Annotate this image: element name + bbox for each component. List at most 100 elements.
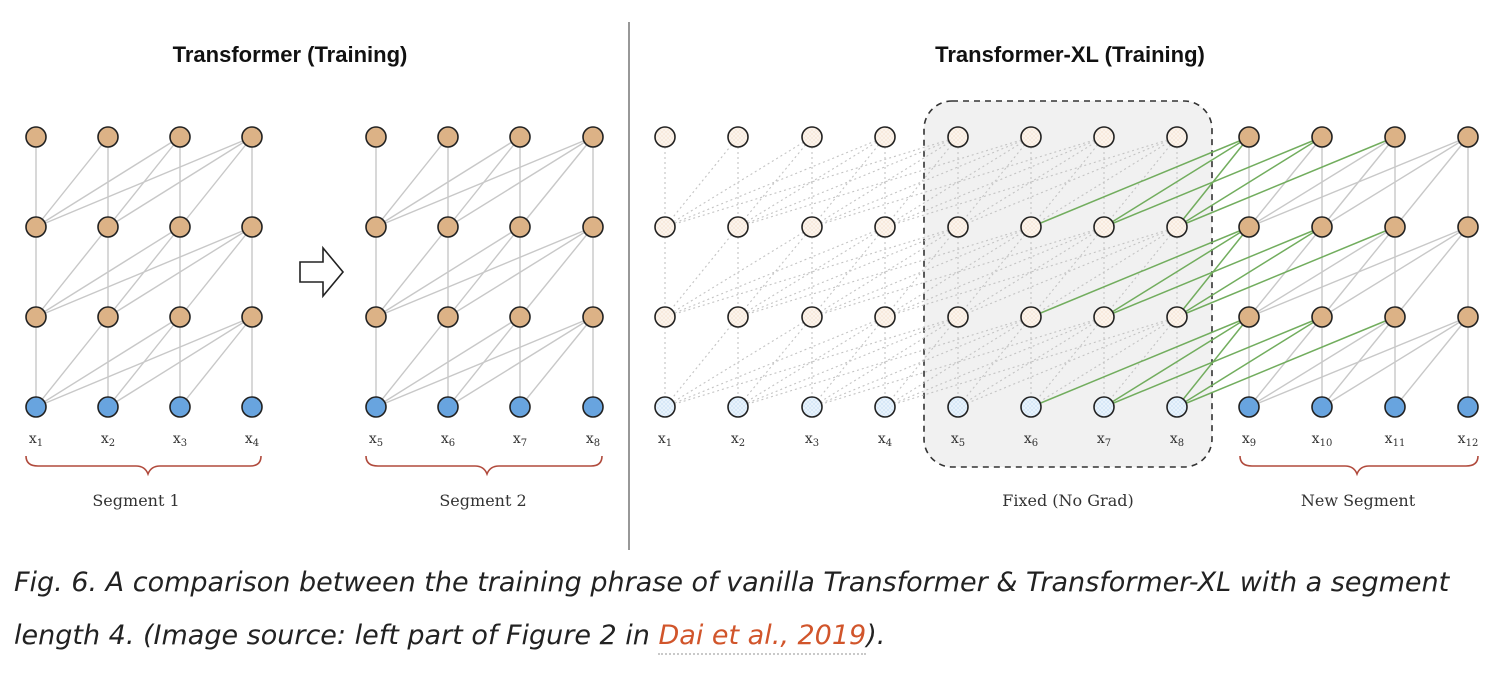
memory-edge — [737, 316, 813, 408]
memory-edge — [811, 316, 886, 408]
token-label: x5 — [951, 431, 965, 449]
memory-hidden-node-hatch — [1022, 218, 1040, 236]
token-label: x6 — [441, 431, 455, 449]
attention-edge — [447, 136, 594, 228]
attention-edge — [35, 226, 253, 318]
hidden-node — [365, 126, 387, 148]
memory-edge — [1030, 316, 1178, 408]
memory-edge — [737, 136, 813, 228]
memory-hidden-node-hatch — [1095, 218, 1113, 236]
memory-edge — [664, 316, 739, 408]
token-label: x7 — [513, 431, 527, 449]
cross-segment-connection-lines — [1030, 136, 1396, 408]
memory-edge — [1030, 136, 1178, 228]
attention-edge — [35, 316, 181, 408]
network-nodes — [25, 126, 1479, 418]
memory-edge — [957, 316, 1032, 408]
hidden-node — [509, 306, 531, 328]
attention-edge — [375, 136, 594, 228]
memory-edge — [884, 316, 1032, 408]
memory-edge — [884, 316, 959, 408]
memory-edge — [664, 136, 739, 228]
hidden-node — [582, 216, 604, 238]
hidden-node — [365, 216, 387, 238]
left-panel-title: Transformer (Training) — [173, 42, 408, 67]
right-panel-title: Transformer-XL (Training) — [935, 42, 1205, 67]
memory-edge — [1103, 316, 1178, 408]
attention-edge — [35, 316, 109, 408]
fixed-no-grad-label: Fixed (No Grad) — [1002, 491, 1133, 510]
memory-edge — [737, 226, 1032, 318]
hidden-node — [437, 126, 459, 148]
memory-attention-edge — [1103, 316, 1323, 408]
segment-2-brace — [365, 455, 603, 477]
memory-edge — [1030, 136, 1105, 228]
hidden-node — [582, 306, 604, 328]
hidden-node — [241, 126, 263, 148]
attention-edge — [375, 226, 521, 318]
token-labels: x1 x2 x3 x4 x5 x6 x7 x8 x1 x2 x3 x4 x5 x6 x7 x8 x9 x10 x11… — [29, 431, 1478, 449]
memory-input-node-hatch — [1022, 398, 1040, 416]
input-node — [437, 396, 459, 418]
hidden-node — [1457, 306, 1479, 328]
hidden-node — [1238, 126, 1260, 148]
hidden-node — [97, 126, 119, 148]
memory-edge — [811, 226, 1105, 318]
memory-edge — [884, 316, 1178, 408]
input-node — [1457, 396, 1479, 418]
connection-lines — [35, 136, 1469, 408]
memory-edge — [1030, 226, 1178, 318]
attention-edge — [107, 136, 253, 228]
token-label: x1 — [29, 431, 43, 449]
memory-edge — [884, 226, 959, 318]
token-label: x1 — [658, 431, 672, 449]
hidden-node — [25, 306, 47, 328]
attention-edge — [35, 136, 253, 228]
attention-edge — [1394, 226, 1469, 318]
memory-hidden-node-hatch — [1168, 218, 1186, 236]
memory-edge — [957, 226, 1032, 318]
memory-attention-edge — [1103, 136, 1323, 228]
memory-hidden-node-hatch — [1168, 128, 1186, 146]
attention-edge — [1394, 136, 1469, 228]
citation-link[interactable]: Dai et al., 2019 — [658, 620, 867, 655]
memory-hidden-node-hatch — [729, 308, 747, 326]
attention-edge — [107, 316, 253, 408]
memory-edge — [884, 136, 1032, 228]
attention-edge — [35, 316, 253, 408]
token-label: x2 — [101, 431, 115, 449]
memory-edge — [884, 136, 959, 228]
memory-connection-lines — [664, 136, 1178, 408]
input-node — [509, 396, 531, 418]
attention-edge — [35, 226, 181, 318]
hidden-node — [169, 216, 191, 238]
memory-hidden-node-hatch — [803, 308, 821, 326]
attention-edge — [1248, 226, 1396, 318]
token-label: x7 — [1097, 431, 1111, 449]
memory-hidden-node-hatch — [876, 128, 894, 146]
memory-edge — [737, 136, 886, 228]
memory-edge — [664, 226, 959, 318]
memory-edge — [811, 136, 886, 228]
memory-edge — [664, 136, 959, 228]
hidden-node — [97, 306, 119, 328]
hidden-node — [437, 216, 459, 238]
memory-hidden-node-hatch — [1022, 308, 1040, 326]
hidden-node — [1311, 216, 1333, 238]
input-node — [25, 396, 47, 418]
next-segment-arrow-icon — [299, 245, 345, 299]
hidden-node — [169, 126, 191, 148]
memory-edge — [737, 316, 1032, 408]
memory-edge — [737, 316, 886, 408]
attention-edge — [1321, 316, 1469, 408]
memory-hidden-node-hatch — [1168, 308, 1186, 326]
memory-edge — [884, 136, 1178, 228]
hidden-node — [1238, 216, 1260, 238]
attention-edge — [447, 316, 594, 408]
hidden-node — [582, 126, 604, 148]
memory-edge — [811, 136, 959, 228]
attention-edge — [1248, 136, 1469, 228]
input-node — [1384, 396, 1406, 418]
new-segment-brace — [1239, 455, 1479, 477]
memory-edge — [664, 226, 739, 318]
